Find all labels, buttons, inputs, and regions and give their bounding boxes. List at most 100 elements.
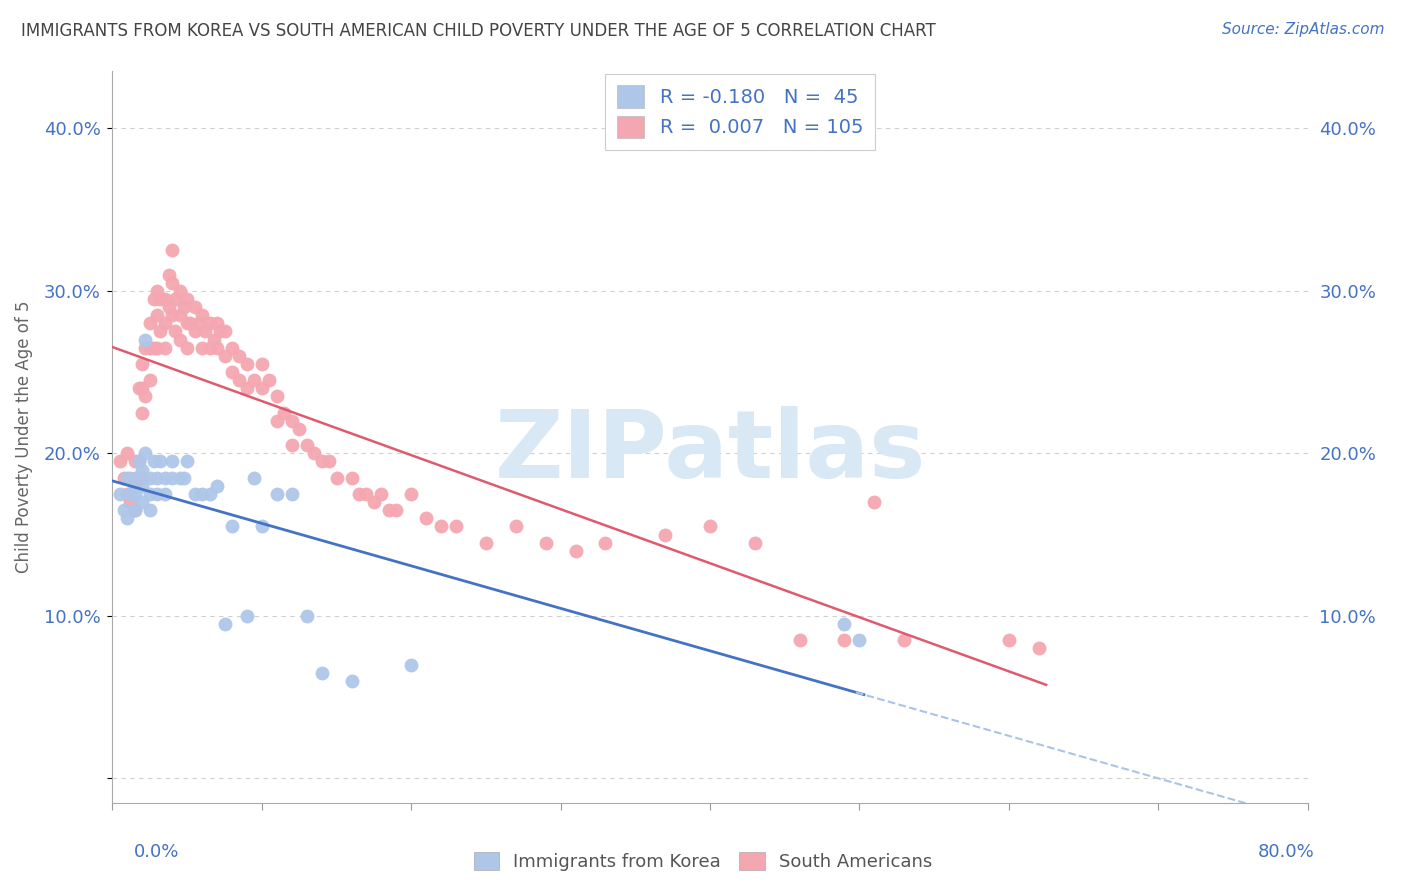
Point (117, 446, 139, 460)
Point (893, 633, 915, 648)
Point (998, 633, 1021, 648)
Legend: R = -0.180   N =  45, R =  0.007   N = 105: R = -0.180 N = 45, R = 0.007 N = 105 (605, 74, 875, 150)
Point (149, 292, 172, 306)
Point (273, 406, 295, 420)
Point (146, 308, 169, 322)
Point (120, 487, 142, 501)
Point (221, 365, 243, 379)
Point (157, 300, 180, 314)
Point (444, 519, 467, 533)
Point (146, 487, 169, 501)
Point (131, 471, 153, 485)
Point (149, 325, 172, 339)
Point (162, 243, 183, 257)
Point (108, 487, 131, 501)
Point (169, 471, 191, 485)
Point (214, 325, 236, 339)
Point (183, 487, 205, 501)
Point (281, 438, 304, 452)
Point (789, 633, 811, 648)
Point (475, 535, 498, 549)
Point (183, 325, 205, 339)
Point (744, 535, 766, 549)
Point (863, 495, 886, 509)
Point (134, 389, 156, 403)
Y-axis label: Child Poverty Under the Age of 5: Child Poverty Under the Age of 5 (14, 301, 32, 574)
Point (243, 373, 266, 387)
Text: 80.0%: 80.0% (1258, 843, 1315, 861)
Point (318, 454, 340, 468)
Point (243, 471, 266, 485)
Point (311, 454, 333, 468)
Point (120, 495, 142, 509)
Point (205, 479, 228, 493)
Point (595, 535, 617, 549)
Point (157, 268, 180, 282)
Point (363, 495, 385, 509)
Point (179, 316, 201, 330)
Point (146, 471, 169, 485)
Point (146, 341, 169, 355)
Point (169, 284, 191, 298)
Point (534, 535, 557, 549)
Point (183, 300, 205, 314)
Point (131, 479, 153, 493)
Point (139, 316, 162, 330)
Point (131, 462, 153, 476)
Point (134, 341, 156, 355)
Point (128, 454, 150, 468)
Point (198, 316, 221, 330)
Point (117, 471, 139, 485)
Point (415, 511, 437, 525)
Point (378, 503, 401, 517)
Point (325, 471, 347, 485)
Point (124, 487, 146, 501)
Point (153, 316, 176, 330)
Point (221, 341, 243, 355)
Point (162, 308, 183, 322)
Point (295, 438, 318, 452)
Point (505, 519, 527, 533)
Point (124, 471, 146, 485)
Point (401, 487, 423, 501)
Text: Source: ZipAtlas.com: Source: ZipAtlas.com (1222, 22, 1385, 37)
Point (834, 633, 856, 648)
Point (128, 454, 150, 468)
Point (169, 333, 191, 347)
Point (401, 657, 423, 672)
Legend: Immigrants from Korea, South Americans: Immigrants from Korea, South Americans (467, 845, 939, 879)
Point (228, 373, 250, 387)
Point (173, 300, 195, 314)
Point (131, 406, 153, 420)
Point (236, 381, 259, 395)
Point (347, 487, 370, 501)
Point (139, 341, 162, 355)
Point (143, 454, 166, 468)
Point (176, 341, 198, 355)
Point (250, 519, 273, 533)
Point (128, 381, 150, 395)
Point (117, 511, 139, 525)
Point (139, 373, 162, 387)
Point (194, 325, 217, 339)
Text: IMMIGRANTS FROM KOREA VS SOUTH AMERICAN CHILD POVERTY UNDER THE AGE OF 5 CORRELA: IMMIGRANTS FROM KOREA VS SOUTH AMERICAN … (21, 22, 936, 40)
Point (198, 341, 221, 355)
Point (205, 341, 228, 355)
Point (139, 503, 162, 517)
Point (266, 487, 288, 501)
Point (162, 454, 183, 468)
Point (654, 527, 676, 541)
Point (162, 471, 183, 485)
Point (848, 633, 870, 648)
Point (173, 471, 195, 485)
Point (209, 325, 232, 339)
Point (288, 422, 311, 436)
Point (165, 292, 187, 306)
Point (250, 357, 273, 371)
Point (131, 357, 153, 371)
Text: ZIPatlas: ZIPatlas (495, 406, 925, 498)
Point (143, 341, 166, 355)
Text: 0.0%: 0.0% (134, 843, 179, 861)
Point (191, 308, 214, 322)
Point (124, 503, 146, 517)
